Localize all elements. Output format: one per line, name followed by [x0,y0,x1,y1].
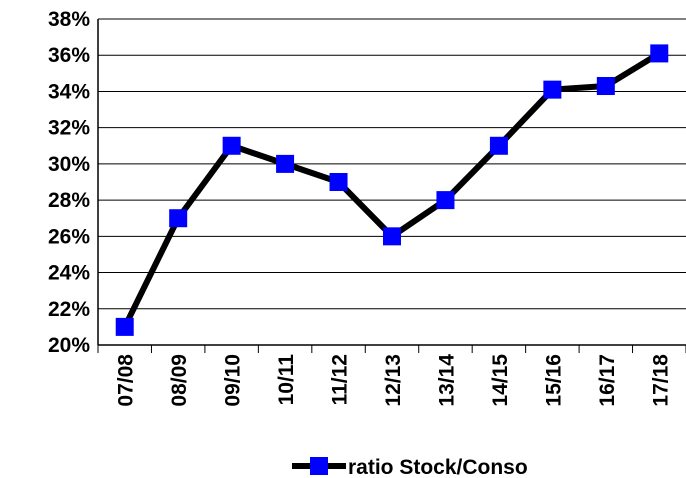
gridlines [98,18,686,346]
x-tick-label: 13/14 [435,354,458,407]
y-tick-label: 34% [48,80,90,103]
legend: ratio Stock/Conso [292,456,528,478]
data-point-marker [489,136,508,155]
y-tick-label: 24% [48,262,90,285]
data-point-marker [383,227,401,246]
y-tick-label: 28% [48,189,90,212]
y-axis-tick-labels: 20% 22% 24% 26% 28% 30% 32% 34% 36% 38% [48,8,90,357]
data-point-marker [329,173,348,191]
data-point-marker [650,44,669,63]
data-point-marker [169,209,188,228]
data-point-marker [276,154,295,173]
y-tick-label: 20% [48,334,90,357]
series-ratio-stock-conso [115,44,669,336]
x-tick-label: 15/16 [542,354,565,407]
legend-label: ratio Stock/Conso [348,456,528,478]
x-tick-label: 08/09 [168,354,191,407]
y-tick-label: 38% [48,8,90,31]
y-tick-label: 36% [48,44,90,67]
data-point-marker [596,77,615,96]
y-tick-label: 32% [48,117,90,140]
x-tick-label: 12/13 [382,354,405,407]
x-tick-label: 11/12 [329,354,352,405]
y-tick-label: 22% [48,298,90,321]
x-tick-label: 07/08 [115,354,138,407]
y-tick-label: 26% [48,225,90,248]
data-point-marker [543,80,562,99]
data-point-marker [115,317,134,336]
data-point-marker [222,136,241,155]
series-line [122,50,661,329]
x-tick-label: 17/18 [649,354,672,407]
x-tick-label: 10/11 [275,354,298,406]
legend-marker-swatch [310,457,328,475]
x-tick-label: 14/15 [489,354,512,407]
y-tick-label: 30% [48,153,90,176]
x-tick-label: 09/10 [222,354,245,407]
data-point-marker [436,191,455,210]
x-tick-label: 16/17 [596,354,619,407]
plot-frame [97,19,686,353]
x-axis-tick-labels: 07/08 08/09 09/10 10/11 11/12 12/13 13/14 14/15… [115,354,673,407]
